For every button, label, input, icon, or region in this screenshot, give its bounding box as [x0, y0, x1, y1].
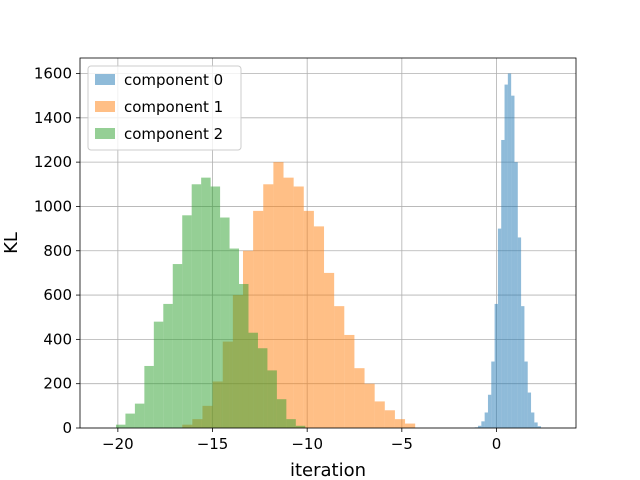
histogram-bar-series-2	[210, 186, 221, 428]
histogram-bar-series-0	[504, 84, 508, 428]
y-tick-label: 1200	[34, 153, 72, 171]
histogram-bar-series-0	[524, 361, 528, 428]
histogram-bar-series-2	[257, 348, 268, 428]
histogram-bar-series-2	[239, 283, 249, 428]
y-tick-label: 1400	[34, 109, 72, 127]
histogram-bar-series-0	[521, 306, 525, 428]
axis-ticks: −20 −15 −10 −5 0 0 200 400 600 800 1000 1200 1400 160…	[34, 65, 501, 453]
histogram-bar-series-1	[344, 334, 355, 428]
histogram-bar-series-0	[484, 412, 488, 428]
histogram-bar-series-1	[283, 177, 294, 428]
histogram-bar-series-1	[324, 272, 335, 428]
x-tick-label: −15	[197, 435, 229, 453]
histogram-bar-series-0	[497, 228, 502, 428]
histogram-bar-series-0	[511, 95, 515, 428]
histogram-bar-series-1	[293, 186, 304, 428]
histogram-bar-series-0	[487, 394, 492, 428]
histogram-bar-series-0	[531, 412, 535, 428]
histogram-bar-series-0	[501, 139, 505, 428]
histogram-bar-series-0	[534, 422, 538, 428]
histogram-bar-series-0	[537, 426, 541, 428]
y-tick-label: 600	[43, 286, 72, 304]
legend: component 0 component 1 component 2	[87, 65, 242, 151]
histogram-bar-series-2	[134, 403, 145, 428]
legend-swatch	[95, 74, 115, 85]
histogram-bar-series-1	[273, 162, 284, 429]
legend-label: component 0	[124, 71, 223, 89]
y-tick-label: 200	[43, 375, 72, 393]
histogram-bar-series-1	[263, 184, 274, 428]
plot-frame	[79, 57, 577, 429]
histogram-bar-series-2	[153, 321, 164, 428]
histogram-bar-series-1	[364, 383, 375, 428]
x-tick-label: −20	[102, 435, 134, 453]
histogram-bar-series-2	[229, 248, 240, 428]
x-tick-label: 0	[492, 435, 502, 453]
histogram-bar-series-2	[201, 177, 211, 428]
y-tick-label: 1600	[34, 65, 72, 83]
legend-swatch	[95, 128, 115, 139]
histogram-bar-series-0	[478, 425, 482, 428]
histogram-bar-series-1	[384, 410, 395, 428]
histogram-bar-series-1	[374, 401, 385, 428]
histogram-bar-series-1	[313, 226, 325, 428]
histogram-bar-series-1	[334, 306, 345, 428]
histogram-bar-series-2	[191, 184, 202, 428]
histogram-bar-series-2	[115, 424, 126, 428]
histogram-bar-series-1	[394, 419, 406, 428]
histogram-bar-series-2	[125, 413, 135, 428]
histogram-bar-series-0	[491, 361, 495, 428]
legend-label: component 1	[124, 98, 223, 116]
histogram-bar-series-1	[253, 210, 264, 428]
y-axis-label: KL	[1, 232, 22, 254]
histogram-bar-series-2	[248, 332, 258, 428]
legend-label: component 2	[124, 125, 223, 143]
histogram-bar-series-0	[514, 162, 518, 429]
histogram-bar-series-0	[481, 421, 485, 428]
histogram-bar-series-2	[220, 217, 230, 428]
y-tick-label: 0	[62, 419, 72, 437]
y-tick-label: 1000	[34, 197, 72, 215]
x-tick-label: −10	[291, 435, 323, 453]
histogram-bar-series-1	[405, 423, 416, 428]
histogram-bar-series-0	[494, 303, 498, 428]
legend-swatch	[95, 101, 115, 112]
histogram-bar-series-2	[267, 370, 277, 428]
y-tick-label: 800	[43, 242, 72, 260]
histogram-bar-series-2	[172, 264, 183, 428]
histogram-bar-series-1	[303, 210, 314, 428]
histogram-bar-series-0	[517, 237, 522, 428]
y-tick-label: 400	[43, 330, 72, 348]
histogram-bar-series-2	[182, 215, 192, 428]
histogram-bar-series-2	[144, 365, 154, 428]
histogram-bar-series-0	[527, 392, 532, 428]
x-tick-label: −5	[391, 435, 413, 453]
histogram-bar-series-2	[163, 303, 173, 428]
histogram-bar-series-0	[507, 73, 512, 429]
legend-box	[87, 65, 242, 151]
histogram-bar-series-1	[354, 368, 365, 428]
x-axis-label: iteration	[290, 460, 366, 480]
histogram-bar-series-2	[295, 425, 306, 428]
histogram-bar-series-2	[286, 419, 296, 428]
histogram-bar-series-2	[276, 399, 287, 428]
histogram-bars	[115, 73, 541, 429]
